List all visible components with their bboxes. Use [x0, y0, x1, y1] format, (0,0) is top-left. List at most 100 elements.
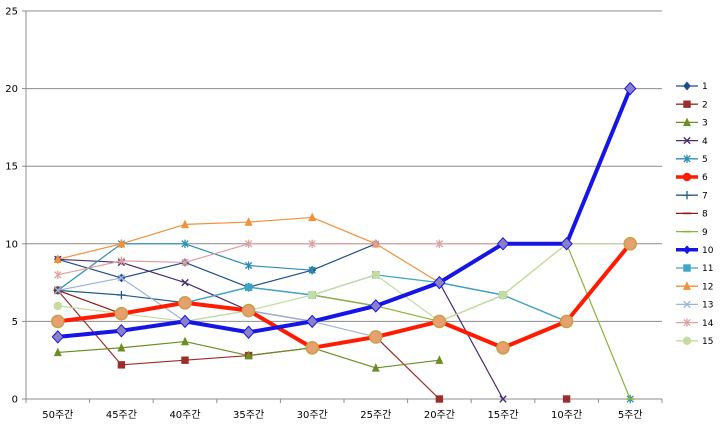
legend-entry-10: 10 [676, 245, 714, 256]
legend-label: 3 [702, 119, 708, 129]
series-line-11 [184, 274, 568, 322]
legend-entry-3: 3 [676, 117, 708, 129]
series-line-12 [57, 216, 440, 284]
legend-label: 2 [702, 100, 708, 110]
legend-entry-6: 6 [676, 172, 708, 183]
data-point-3 [53, 347, 62, 357]
legend-swatch-marker [682, 191, 692, 200]
data-point-10 [433, 275, 446, 290]
legend-entry-13: 13 [676, 301, 713, 311]
data-point-6 [241, 303, 256, 318]
legend-swatch-marker [682, 172, 692, 182]
data-point-5 [244, 261, 253, 270]
y-tick-label: 0 [12, 395, 18, 406]
data-point-10 [624, 81, 637, 96]
y-tick-label: 20 [5, 84, 18, 95]
series-lines [50, 81, 638, 404]
legend-entry-15: 15 [676, 336, 713, 347]
y-tick-labels: 0 5 10 15 20 25 [5, 7, 18, 406]
y-tick-label: 15 [5, 162, 18, 173]
x-tick-label: 45주간 [106, 409, 137, 421]
legend-label: 14 [702, 319, 714, 329]
data-point-14 [181, 258, 189, 267]
series-line-14 [57, 243, 631, 276]
legend-swatch-marker [683, 245, 691, 255]
data-point-14 [372, 239, 380, 248]
data-point-6 [496, 340, 510, 355]
legend-swatch-marker [683, 117, 691, 127]
data-point-5 [308, 265, 316, 275]
data-point-10 [242, 325, 255, 340]
legend-entry-14: 14 [676, 318, 714, 329]
legend-label: 12 [702, 282, 713, 292]
data-point-6 [178, 295, 192, 310]
legend-label: 1 [702, 82, 708, 92]
series-line-15 [57, 243, 631, 322]
data-point-6 [114, 306, 129, 321]
data-point-6 [623, 237, 638, 251]
x-tick-label: 35주간 [233, 409, 264, 421]
data-point-2 [562, 395, 571, 403]
data-point-10 [51, 330, 64, 344]
legend-label: 13 [702, 301, 713, 311]
data-point-3 [244, 350, 253, 360]
series-10 [51, 81, 637, 344]
legend-swatch-marker [683, 281, 691, 290]
data-point-10 [496, 237, 510, 251]
data-point-6 [432, 314, 447, 329]
data-point-2 [117, 361, 126, 369]
legend-entry-4: 4 [676, 137, 708, 147]
legend-entry-7: 7 [676, 191, 708, 201]
data-point-2 [181, 356, 189, 364]
series-11 [181, 271, 571, 326]
legend-swatch-marker [683, 264, 691, 272]
data-point-12 [117, 238, 126, 248]
data-point-14 [54, 270, 62, 280]
legend-swatch-marker [683, 300, 691, 309]
data-point-10 [115, 323, 128, 338]
x-tick-labels: 50주간 45주간 40주간 35주간 30주간 25주간 20주간 15주간 10주간 5주간 [42, 409, 642, 421]
y-tick-label: 10 [5, 239, 18, 250]
legend-entry-11: 11 [676, 264, 713, 274]
data-point-6 [368, 330, 383, 344]
data-point-3 [435, 355, 444, 364]
x-tick-label: 15주간 [487, 409, 518, 421]
series-6 [50, 237, 638, 355]
legend-label: 15 [702, 337, 713, 347]
legend-label: 8 [702, 210, 708, 220]
legend-label: 10 [702, 246, 714, 256]
series-line-1 [57, 243, 377, 288]
legend-swatch-marker [682, 336, 692, 345]
data-point-13 [54, 286, 62, 295]
x-tick-label: 30주간 [297, 409, 328, 421]
data-point-14 [435, 239, 444, 248]
data-point-3 [181, 336, 189, 346]
x-tick-label: 20주간 [424, 409, 455, 421]
data-point-4 [181, 278, 189, 287]
data-point-3 [117, 342, 126, 352]
series-3 [53, 336, 444, 372]
data-point-14 [117, 256, 126, 266]
data-point-3 [371, 363, 380, 372]
x-tick-label: 5주간 [618, 409, 643, 421]
data-point-6 [559, 314, 574, 329]
x-tick-label: 50주간 [42, 409, 73, 421]
legend-swatch-marker [683, 154, 691, 163]
legend-swatch-marker [683, 100, 691, 108]
data-point-10 [369, 299, 382, 313]
legend-label: 5 [702, 155, 708, 165]
legend-entry-8: 8 [676, 210, 708, 220]
data-point-4 [499, 395, 507, 403]
data-point-10 [306, 314, 319, 329]
data-point-12 [53, 254, 62, 264]
legend-label: 7 [702, 191, 708, 201]
legend-entry-5: 5 [676, 154, 708, 165]
data-point-12 [244, 217, 253, 226]
legend-entry-1: 1 [676, 81, 708, 92]
legend-label: 6 [702, 173, 708, 183]
data-point-2 [435, 395, 444, 403]
data-point-15 [53, 301, 62, 311]
